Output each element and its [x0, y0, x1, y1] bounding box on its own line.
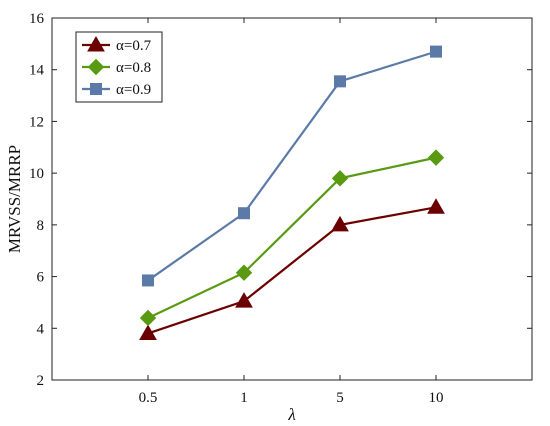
y-tick-label: 2 [37, 373, 45, 389]
x-tick-label: 1 [240, 390, 248, 406]
legend: α=0.7 α=0.8 α=0.9 [75, 31, 163, 103]
data-point [139, 309, 157, 327]
series-line [147, 50, 437, 282]
plot-frame [51, 17, 533, 381]
data-point [427, 198, 445, 214]
data-point [142, 274, 154, 287]
data-point [331, 170, 349, 187]
y-tick-label: 8 [37, 218, 45, 234]
y-tick-label: 12 [29, 114, 44, 130]
legend-marker [87, 35, 105, 52]
y-tick-label: 6 [37, 270, 45, 286]
y-tick-label: 14 [29, 63, 45, 79]
legend-label: α=0.8 [116, 60, 151, 76]
legend-item: α=0.7 [82, 35, 152, 54]
data-point [235, 264, 253, 281]
y-axis-title: MRVSS/MRRP [5, 145, 24, 253]
x-tick-label: 5 [336, 390, 344, 406]
x-tick-label: 0.5 [139, 390, 158, 406]
series-1 [139, 198, 445, 340]
data-point [331, 215, 349, 232]
data-point [334, 75, 346, 88]
y-tick-label: 4 [37, 321, 45, 337]
series-3 [142, 45, 442, 287]
y-tick-label: 10 [29, 166, 44, 182]
data-point [430, 45, 442, 58]
y-tick-label: 16 [29, 11, 45, 27]
data-point [427, 149, 445, 166]
series-line [147, 156, 437, 319]
legend-marker [90, 83, 102, 95]
x-tick-label: 10 [429, 390, 444, 406]
legend-item: α=0.9 [82, 82, 151, 98]
series-layer [139, 45, 445, 340]
x-axis-title: λ [287, 405, 295, 424]
data-point [235, 292, 253, 308]
series-2 [139, 149, 445, 327]
axes: 2 4 6 8 10 12 14 16 0.5 1 5 10 λ MRVSS/MRRP [5, 11, 533, 424]
legend-label: α=0.9 [116, 82, 151, 98]
data-point [139, 324, 157, 340]
legend-label: α=0.7 [116, 38, 152, 54]
legend-item: α=0.8 [82, 58, 151, 76]
series-line [147, 206, 437, 335]
data-point [238, 207, 250, 220]
legend-marker [87, 58, 105, 76]
